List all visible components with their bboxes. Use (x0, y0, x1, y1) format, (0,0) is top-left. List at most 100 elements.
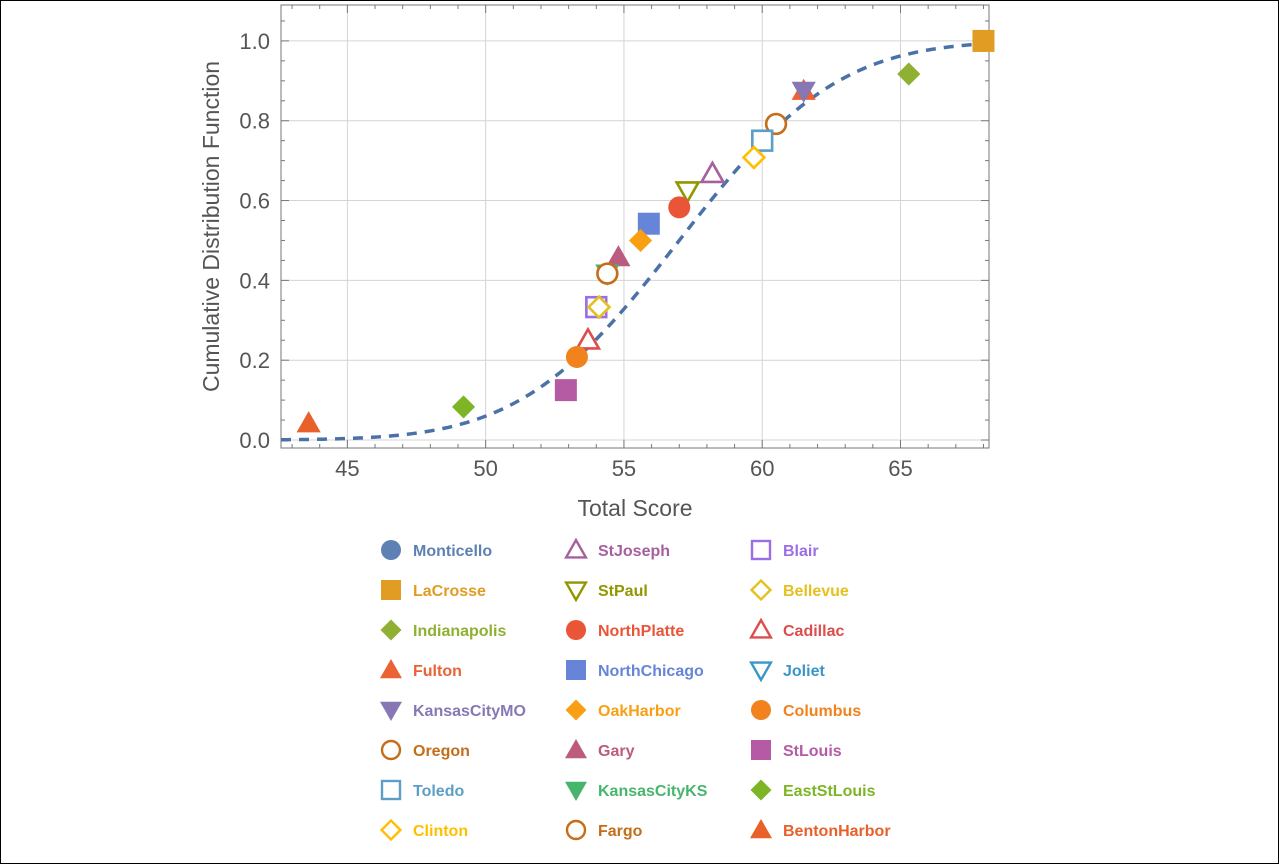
data-point-gary (606, 245, 631, 267)
x-tick-label: 50 (473, 456, 497, 481)
legend-label: Toledo (413, 783, 464, 800)
data-point-lacrosse (972, 29, 995, 52)
legend-label: Joliet (783, 663, 825, 680)
legend-marker (381, 540, 401, 560)
legend-label: KansasCityMO (413, 703, 526, 720)
legend-label: StPaul (598, 583, 648, 600)
x-tick-label: 55 (612, 456, 636, 481)
y-axis-title: Cumulative Distribution Function (198, 61, 224, 392)
legend-item-oregon: Oregon (380, 739, 470, 761)
y-tick-label: 1.0 (239, 29, 270, 54)
legend-item-gary: Gary (565, 739, 635, 760)
cdf-fit-curve (280, 41, 990, 442)
tick-labels: 45 50 55 60 65 0.0 0.2 0.4 0.6 0.8 1.0 (239, 29, 912, 481)
legend-item-fulton: Fulton (380, 659, 462, 680)
legend-label: Fargo (598, 823, 643, 840)
legend-item-cadillac: Cadillac (749, 617, 844, 640)
data-point-stlouis (554, 379, 577, 402)
legend-label: Clinton (413, 823, 468, 840)
data-points (296, 29, 995, 433)
legend-item-columbus: Columbus (751, 700, 861, 720)
y-tick-label: 0.6 (239, 189, 270, 214)
legend-item-kansascitymo: KansasCityMO (380, 701, 526, 721)
legend-marker (564, 581, 588, 603)
legend-item-toledo: Toledo (380, 779, 464, 801)
data-point-oregon (764, 112, 788, 136)
data-point-cadillac (574, 326, 602, 350)
legend-marker (381, 580, 401, 600)
legend-marker (566, 620, 586, 640)
legend-label: BentonHarbor (783, 823, 891, 840)
data-point-bellevue (586, 294, 612, 320)
legend-item-bentonharbor: BentonHarbor (750, 819, 891, 840)
legend-item-clinton: Clinton (379, 818, 468, 842)
legend-label: EastStLouis (783, 783, 876, 800)
legend-item-stjoseph: StJoseph (564, 537, 670, 560)
data-point-toledo (750, 129, 774, 152)
legend-marker (565, 699, 587, 721)
legend-marker (751, 740, 771, 760)
legend-label: KansasCityKS (598, 783, 708, 800)
legend-label: Indianapolis (413, 623, 506, 640)
data-point-northplatte (668, 196, 691, 219)
plot-area-border (280, 4, 990, 449)
legend-item-indianapolis: Indianapolis (380, 619, 506, 641)
legend-item-joliet: Joliet (749, 661, 825, 683)
legend-marker (566, 660, 586, 680)
y-tick-label: 0.8 (239, 109, 270, 134)
legend-item-stlouis: StLouis (751, 740, 842, 760)
legend-marker (565, 781, 587, 801)
legend-marker (750, 539, 772, 561)
legend-label: Columbus (783, 703, 861, 720)
legend-item-bellevue: Bellevue (749, 578, 849, 602)
legend-item-lacrosse: LaCrosse (381, 580, 486, 600)
legend-item-oakharbor: OakHarbor (565, 699, 681, 721)
legend-marker (749, 578, 773, 602)
legend-marker (380, 659, 402, 679)
legend-label: Blair (783, 543, 819, 560)
x-tick-label: 65 (888, 456, 912, 481)
legend-label: Monticello (413, 543, 492, 560)
legend-label: OakHarbor (598, 703, 681, 720)
legend-marker (565, 819, 587, 841)
data-point-kansascitymo (791, 81, 816, 103)
legend-label: Oregon (413, 743, 470, 760)
legend-marker (751, 700, 771, 720)
legend-marker (564, 537, 588, 559)
x-axis-title: Total Score (577, 495, 692, 521)
axis-ticks (281, 5, 989, 448)
legend-item-eaststlouis: EastStLouis (750, 779, 876, 801)
data-point-fargo (596, 262, 619, 285)
data-point-indianapolis (897, 62, 921, 86)
legend-item-kansascityks: KansasCityKS (565, 781, 708, 801)
y-tick-label: 0.2 (239, 348, 270, 373)
data-point-stjoseph (699, 160, 726, 184)
legend-label: LaCrosse (413, 583, 486, 600)
legend-item-monticello: Monticello (381, 540, 492, 560)
legend-label: Cadillac (783, 623, 844, 640)
legend-label: StLouis (783, 743, 842, 760)
legend-marker (380, 779, 402, 801)
legend-item-blair: Blair (750, 539, 819, 561)
legend-marker (380, 701, 402, 721)
legend-label: StJoseph (598, 543, 670, 560)
legend-marker (750, 819, 772, 839)
legend-label: Fulton (413, 663, 462, 680)
legend-item-fargo: Fargo (565, 819, 643, 841)
data-point-eaststlouis (451, 395, 476, 419)
legend-marker (380, 739, 402, 761)
grid-lines (281, 5, 989, 448)
legend-label: Bellevue (783, 583, 849, 600)
data-point-northchicago (637, 212, 660, 235)
data-point-stpaul (674, 181, 701, 205)
data-point-oakharbor (628, 228, 653, 253)
y-tick-label: 0.0 (239, 428, 270, 453)
legend: Monticello LaCrosse Indianapolis Fulton Kans… (379, 537, 891, 842)
legend-item-northchicago: NorthChicago (566, 660, 704, 680)
legend-item-stpaul: StPaul (564, 581, 648, 603)
data-point-bentonharbor (296, 411, 321, 433)
x-tick-label: 60 (750, 456, 774, 481)
legend-label: NorthChicago (598, 663, 704, 680)
